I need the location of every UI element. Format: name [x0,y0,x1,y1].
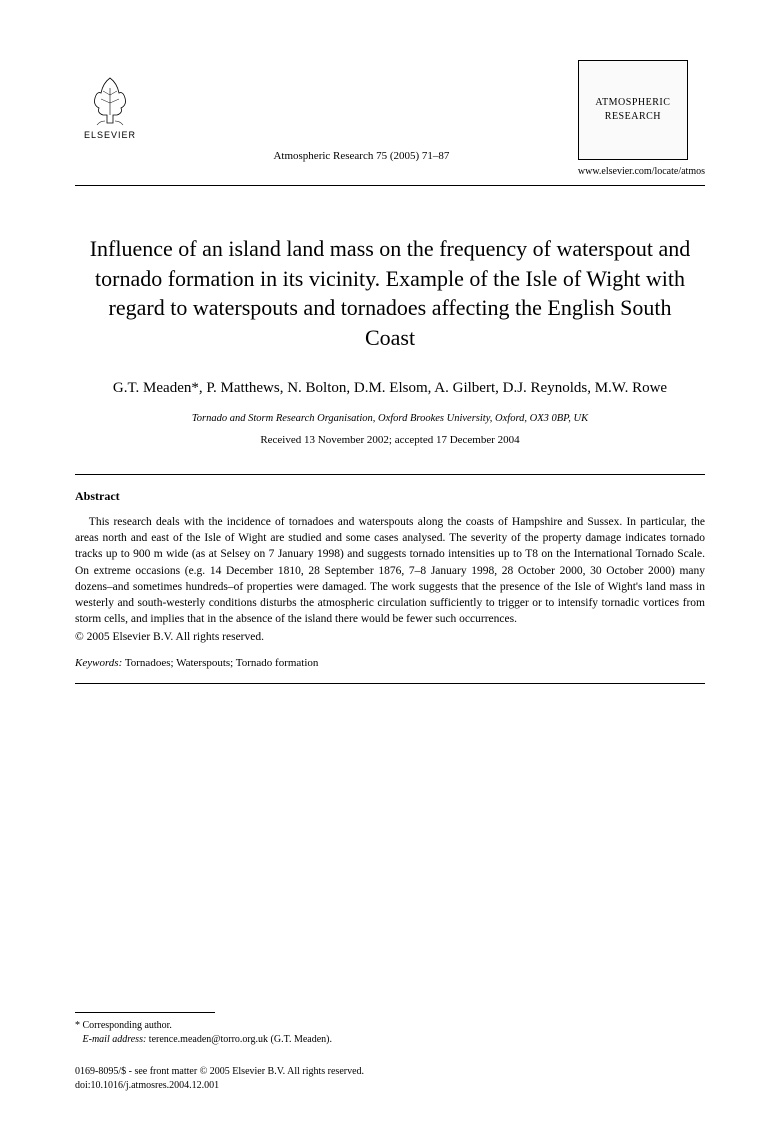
keywords-line: Keywords: Tornadoes; Waterspouts; Tornad… [75,657,705,669]
email-line: E-mail address: terence.meaden@torro.org… [75,1033,705,1047]
author-list: G.T. Meaden*, P. Matthews, N. Bolton, D.… [75,377,705,400]
keywords-text: Tornadoes; Waterspouts; Tornado formatio… [122,657,318,669]
issn-line: 0169-8095/$ - see front matter © 2005 El… [75,1065,705,1079]
elsevier-tree-icon [85,73,135,128]
article-title: Influence of an island land mass on the … [85,234,695,353]
abstract-bottom-rule [75,683,705,684]
journal-cover-block: ATMOSPHERIC RESEARCH www.elsevier.com/lo… [578,60,705,177]
journal-cover-title: ATMOSPHERIC RESEARCH [579,96,687,124]
header-divider [75,185,705,186]
publisher-logo: ELSEVIER [75,60,145,140]
footer-area: * Corresponding author. E-mail address: … [75,1012,705,1093]
abstract-copyright: © 2005 Elsevier B.V. All rights reserved… [75,631,705,643]
email-label: E-mail address: [83,1034,147,1045]
publisher-name: ELSEVIER [84,130,136,140]
header-row: ELSEVIER Atmospheric Research 75 (2005) … [75,60,705,177]
abstract-top-rule [75,474,705,475]
footnote-divider [75,1012,215,1013]
journal-url: www.elsevier.com/locate/atmos [578,166,705,177]
email-address: terence.meaden@torro.org.uk (G.T. Meaden… [146,1034,332,1045]
abstract-body: This research deals with the incidence o… [75,514,705,627]
corresponding-author-note: * Corresponding author. [75,1019,705,1033]
keywords-label: Keywords: [75,657,122,669]
identifiers-block: 0169-8095/$ - see front matter © 2005 El… [75,1065,705,1093]
article-dates: Received 13 November 2002; accepted 17 D… [75,434,705,446]
abstract-heading: Abstract [75,489,705,504]
journal-cover-box: ATMOSPHERIC RESEARCH [578,60,688,160]
affiliation: Tornado and Storm Research Organisation,… [75,413,705,424]
journal-reference: Atmospheric Research 75 (2005) 71–87 [273,150,449,162]
doi-line: doi:10.1016/j.atmosres.2004.12.001 [75,1079,705,1093]
